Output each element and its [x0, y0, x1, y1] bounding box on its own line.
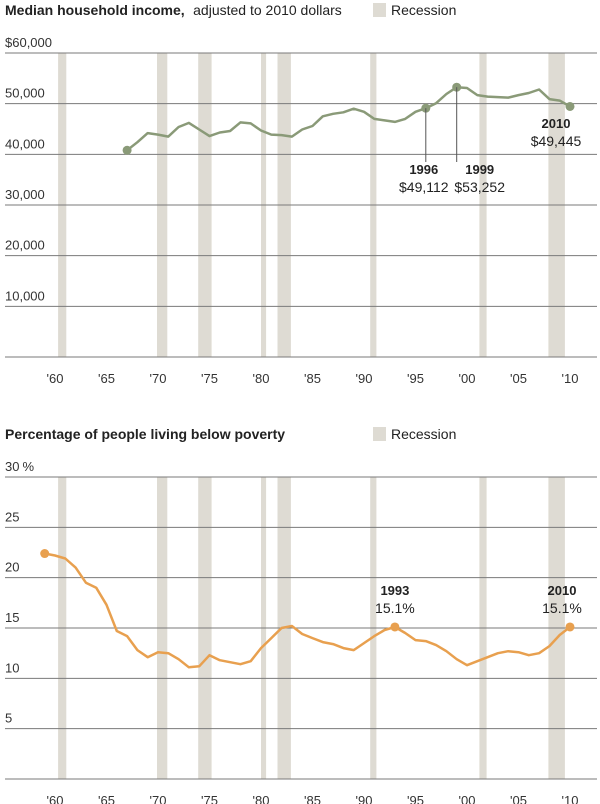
income-chart-header: Median household income, adjusted to 201… [5, 2, 456, 19]
income-x-tick-label: '95 [407, 371, 424, 386]
poverty-y-tick-label: 5 [5, 711, 12, 726]
poverty-chart-title: Percentage of people living below povert… [5, 426, 285, 442]
poverty-y-tick-label: 25 [5, 509, 19, 524]
poverty-y-tick-label: 20 [5, 560, 19, 575]
income-x-tick-label: '80 [253, 371, 270, 386]
income-y-tick-label: 10,000 [5, 288, 45, 303]
income-y-tick-label: 50,000 [5, 86, 45, 101]
poverty-annotation-point [565, 622, 575, 632]
poverty-annotation-year: 1993 [380, 583, 409, 598]
income-x-tick-label: '00 [459, 371, 476, 386]
poverty-series [40, 549, 572, 669]
income-annotation-value: $49,445 [531, 133, 582, 149]
poverty-y-tick-label: 10 [5, 660, 19, 675]
poverty-annotations: 1993 15.1% 2010 15.1% [375, 583, 582, 632]
poverty-legend-label: Recession [391, 426, 456, 442]
poverty-x-tick-label: '75 [201, 793, 218, 804]
income-y-tick-label: 20,000 [5, 238, 45, 253]
poverty-chart-header: Percentage of people living below povert… [5, 426, 456, 442]
poverty-x-tick-label: '05 [510, 793, 527, 804]
poverty-x-tick-label: '95 [407, 793, 424, 804]
income-y-axis: $60,000 50,000 40,000 30,000 20,000 10,000 [5, 35, 52, 303]
income-y-tick-label: 40,000 [5, 136, 45, 151]
income-x-tick-label: '10 [562, 371, 579, 386]
poverty-x-axis: '60 '65 '70 '75 '80 '85 '90 '95 '00 '05 '10 [47, 793, 579, 804]
income-x-axis: '60 '65 '70 '75 '80 '85 '90 '95 '00 '05 '10 [47, 371, 579, 386]
income-annotation-year: 1999 [465, 162, 494, 177]
svg-text:Median household income,: Median household income, adjusted to 201… [5, 2, 342, 19]
income-y-tick-label: 30,000 [5, 187, 45, 202]
income-annotation-point [565, 101, 575, 111]
poverty-series-start-point [40, 549, 50, 559]
poverty-x-tick-label: '90 [356, 793, 373, 804]
poverty-x-tick-label: '00 [459, 793, 476, 804]
income-annotations: 1996 $49,112 1999 $53,252 2010 $49,445 [399, 82, 582, 195]
income-chart-title: Median household income, [5, 2, 185, 18]
poverty-annotation-value: 15.1% [375, 600, 415, 616]
poverty-y-unit: % [22, 459, 34, 474]
income-x-tick-label: '70 [150, 371, 167, 386]
poverty-legend-swatch [373, 427, 386, 441]
income-series [122, 85, 572, 155]
income-annotation-year: 2010 [542, 116, 571, 131]
poverty-annotation-year: 2010 [548, 583, 577, 598]
poverty-y-tick-label: 30% [5, 459, 34, 474]
poverty-x-tick-label: '10 [562, 793, 579, 804]
poverty-y-tick-label: 15 [5, 610, 19, 625]
income-series-start-point [122, 145, 132, 155]
income-legend-label: Recession [391, 2, 456, 18]
income-x-tick-label: '90 [356, 371, 373, 386]
income-annotation-year: 1996 [409, 162, 438, 177]
poverty-x-tick-label: '80 [253, 793, 270, 804]
poverty-x-tick-label: '60 [47, 793, 64, 804]
income-annotation-value: $49,112 [399, 179, 449, 195]
poverty-annotation-value: 15.1% [542, 600, 582, 616]
poverty-series-line [43, 552, 572, 669]
income-legend-swatch [373, 3, 386, 17]
income-annotation-value: $53,252 [454, 179, 505, 195]
income-x-tick-label: '65 [98, 371, 115, 386]
poverty-y-axis: 30 % 25 20 15 10 5 [5, 459, 34, 726]
income-y-tick-label: $60,000 [5, 35, 52, 50]
income-x-tick-label: '05 [510, 371, 527, 386]
income-x-tick-label: '75 [201, 371, 218, 386]
poverty-x-tick-label: '65 [98, 793, 115, 804]
poverty-annotation-point [390, 622, 400, 632]
poverty-x-tick-label: '85 [304, 793, 321, 804]
income-gridlines [5, 52, 597, 358]
income-x-tick-label: '60 [47, 371, 64, 386]
income-chart-subtitle: adjusted to 2010 dollars [193, 2, 342, 18]
poverty-x-tick-label: '70 [150, 793, 167, 804]
income-series-line [125, 85, 572, 152]
income-x-tick-label: '85 [304, 371, 321, 386]
poverty-gridlines [5, 476, 597, 780]
